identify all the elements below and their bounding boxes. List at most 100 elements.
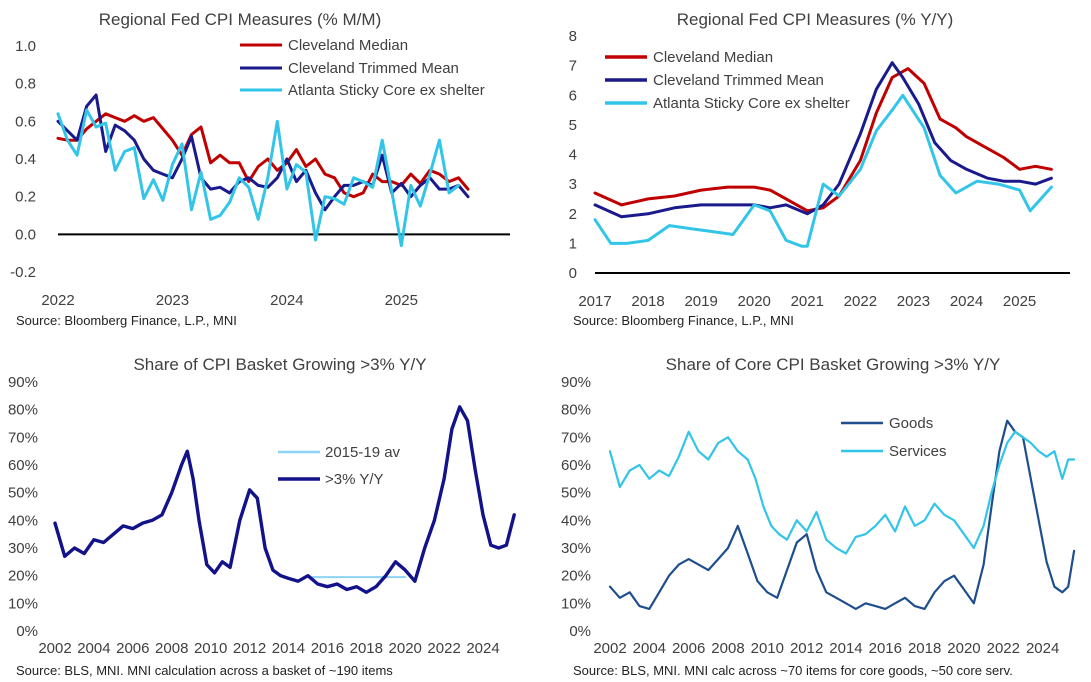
series-line-cleveland-trimmed-mean (593, 61, 1053, 219)
x-tick-label: 2025 (385, 292, 418, 309)
x-tick-label: 2024 (950, 293, 983, 310)
x-tick-label: 2008 (155, 640, 188, 657)
y-tick-label: 8 (569, 28, 577, 45)
x-tick-label: 2006 (672, 640, 705, 657)
y-tick-label: 40% (561, 512, 591, 529)
x-tick-label: 2022 (41, 292, 74, 309)
y-tick-label: 90% (561, 374, 591, 391)
y-tick-label: 0.6 (15, 113, 36, 130)
source-note: Source: Bloomberg Finance, L.P., MNI (16, 313, 237, 328)
legend-label: Cleveland Trimmed Mean (288, 60, 459, 77)
x-tick-label: 2016 (311, 640, 344, 657)
x-tick-label: 2021 (791, 293, 824, 310)
y-tick-label: 60% (561, 457, 591, 474)
y-tick-label: 50% (8, 485, 38, 502)
y-tick-label: 10% (561, 595, 591, 612)
x-tick-label: 2019 (684, 293, 717, 310)
x-tick-label: 2020 (947, 640, 980, 657)
chart-title: Regional Fed CPI Measures (% M/M) (99, 10, 381, 29)
y-tick-label: 0 (569, 265, 577, 282)
y-tick-label: 30% (8, 540, 38, 557)
y-tick-label: 30% (561, 540, 591, 557)
plot-area: 0% 10% 20% 30% 40% 50% 60% 70% 80% 90% 2002 2004 200… (8, 374, 516, 657)
chart-mm: Regional Fed CPI Measures (% M/M) -0.2 0.… (10, 10, 510, 328)
legend-label: Cleveland Median (653, 49, 773, 66)
y-tick-label: 0.8 (15, 76, 36, 93)
source-note: Source: BLS, MNI. MNI calc across ~70 it… (573, 663, 1013, 678)
y-tick-label: 6 (569, 87, 577, 104)
chart-share: Share of CPI Basket Growing >3% Y/Y 0% 10… (8, 355, 516, 678)
legend-label: Cleveland Trimmed Mean (653, 72, 824, 89)
chart-title: Share of CPI Basket Growing >3% Y/Y (133, 355, 426, 374)
series-line-cleveland-trimmed-mean (56, 93, 470, 212)
x-tick-label: 2022 (987, 640, 1020, 657)
y-tick-label: 7 (569, 58, 577, 75)
x-tick-label: 2004 (633, 640, 666, 657)
x-tick-label: 2022 (427, 640, 460, 657)
legend-label: >3% Y/Y (325, 471, 384, 488)
y-tick-label: 5 (569, 117, 577, 134)
x-tick-label: 2012 (790, 640, 823, 657)
y-tick-label: 0.4 (15, 151, 36, 168)
legend-label: Services (889, 443, 947, 460)
x-tick-label: 2012 (233, 640, 266, 657)
y-tick-label: 90% (8, 374, 38, 391)
x-tick-label: 2023 (156, 292, 189, 309)
legend: 2015-19 av >3% Y/Y (278, 444, 401, 488)
x-tick-label: 2014 (829, 640, 862, 657)
x-tick-label: 2006 (116, 640, 149, 657)
y-tick-label: 40% (8, 512, 38, 529)
x-tick-label: 2018 (631, 293, 664, 310)
x-tick-label: 2018 (350, 640, 383, 657)
x-tick-label: 2016 (869, 640, 902, 657)
legend-label: Atlanta Sticky Core ex shelter (653, 95, 850, 112)
y-tick-label: 20% (561, 568, 591, 585)
series-line-goods (608, 419, 1076, 610)
x-tick-label: 2008 (711, 640, 744, 657)
plot-area: 0 1 2 3 4 5 6 7 8 2017 2018 2019 2020 2021 2022 2023 202… (569, 28, 1070, 310)
y-tick-label: 3 (569, 176, 577, 193)
y-tick-label: 0% (569, 623, 591, 640)
series-line-atlanta-sticky-core-ex-shelter (56, 108, 460, 248)
y-tick-label: 0.0 (15, 226, 36, 243)
y-tick-label: 4 (569, 147, 577, 164)
x-tick-label: 2024 (1026, 640, 1059, 657)
x-tick-label: 2002 (38, 640, 71, 657)
legend: Goods Services (841, 415, 947, 460)
chart-title: Share of Core CPI Basket Growing >3% Y/Y (666, 355, 1001, 374)
x-tick-label: 2025 (1003, 293, 1036, 310)
y-tick-label: 1 (569, 235, 577, 252)
y-tick-label: 2 (569, 206, 577, 223)
y-tick-label: 70% (8, 429, 38, 446)
x-tick-label: 2014 (272, 640, 305, 657)
x-tick-label: 2022 (844, 293, 877, 310)
x-tick-label: 2020 (389, 640, 422, 657)
source-note: Source: Bloomberg Finance, L.P., MNI (573, 313, 794, 328)
legend-label: Goods (889, 415, 933, 432)
plot-area: 0% 10% 20% 30% 40% 50% 60% 70% 80% 90% 2002 2004 200… (561, 374, 1076, 657)
x-tick-label: 2024 (270, 292, 303, 309)
y-tick-label: 50% (561, 485, 591, 502)
y-tick-label: 0% (16, 623, 38, 640)
legend: Cleveland Median Cleveland Trimmed Mean … (605, 49, 850, 112)
legend-label: Cleveland Median (288, 37, 408, 54)
y-tick-label: -0.2 (10, 264, 36, 281)
x-tick-label: 2004 (77, 640, 110, 657)
x-tick-label: 2020 (738, 293, 771, 310)
source-note: Source: BLS, MNI. MNI calculation across… (16, 663, 393, 678)
y-tick-label: 1.0 (15, 38, 36, 55)
x-tick-label: 2023 (897, 293, 930, 310)
y-tick-label: 10% (8, 595, 38, 612)
series-line-services (608, 430, 1076, 555)
x-tick-label: 2018 (908, 640, 941, 657)
x-tick-label: 2017 (578, 293, 611, 310)
legend-label: Atlanta Sticky Core ex shelter (288, 82, 485, 99)
plot-area: -0.2 0.0 0.2 0.4 0.6 0.8 1.0 2022 2023 2024 2025 (10, 38, 510, 309)
x-tick-label: 2002 (593, 640, 626, 657)
x-tick-label: 2010 (751, 640, 784, 657)
chart-title: Regional Fed CPI Measures (% Y/Y) (677, 10, 954, 29)
chart-core: Share of Core CPI Basket Growing >3% Y/Y… (561, 355, 1076, 678)
x-tick-label: 2010 (194, 640, 227, 657)
x-tick-label: 2024 (466, 640, 499, 657)
y-tick-label: 0.2 (15, 189, 36, 206)
